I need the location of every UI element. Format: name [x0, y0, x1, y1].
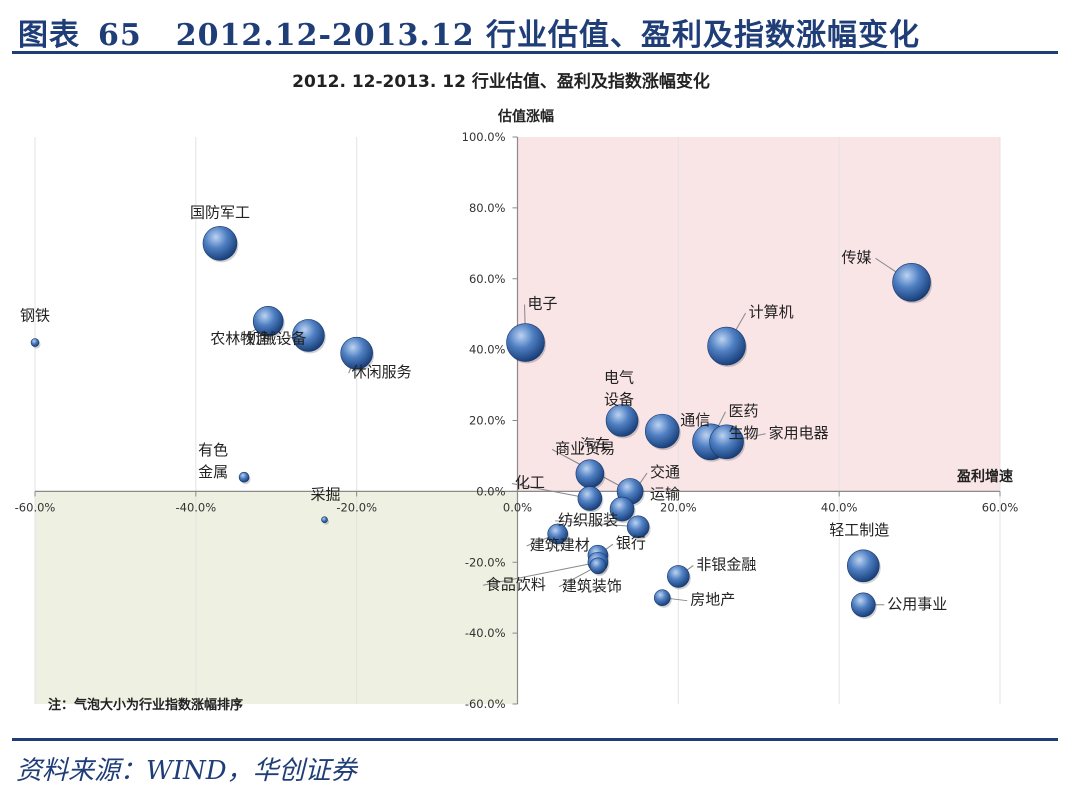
bubble	[609, 496, 635, 522]
bubble-label: 商业贸易	[555, 439, 615, 457]
bubble-label: 化工	[515, 473, 545, 491]
bubble-label: 有色金属	[198, 441, 228, 481]
positive-quadrant-area	[517, 137, 1000, 492]
bubble	[506, 323, 545, 362]
y-tick-labels: 100.0% 80.0% 60.0% 40.0% 20.0% 0.0% -20.0% -40.…	[462, 130, 518, 711]
x-tick-label: -20.0%	[336, 500, 377, 514]
bubble-label: 食品饮料	[486, 575, 546, 593]
bubble-label: 农林牧渔	[210, 329, 270, 347]
y-tick-label: 80.0%	[469, 201, 506, 215]
bubble	[589, 557, 607, 575]
y-tick-label: 0.0%	[476, 484, 505, 498]
negative-quadrant-area	[35, 491, 518, 704]
bubble	[252, 305, 284, 337]
bubble-label: 房地产	[690, 591, 735, 609]
bubble	[626, 515, 650, 539]
bubble-label: 交通运输	[650, 463, 680, 503]
bubble-label: 建筑装饰	[562, 577, 622, 595]
bubble	[340, 336, 373, 370]
chart-title: 2012. 12-2013. 12 行业估值、盈利及指数涨幅变化	[292, 71, 710, 92]
bubble-label: 计算机	[749, 303, 794, 321]
bubbles	[30, 226, 933, 619]
bubble-label: 汽车	[580, 436, 610, 454]
bubble	[707, 326, 746, 366]
bubble	[653, 589, 671, 606]
y-tick-label: -40.0%	[465, 626, 506, 640]
y-tick-label: 40.0%	[469, 343, 506, 357]
x-tick-label: -60.0%	[15, 500, 56, 514]
x-tick-label: 40.0%	[821, 500, 858, 514]
y-tick-label: 100.0%	[462, 130, 506, 144]
bubble-label: 轻工制造	[829, 521, 889, 539]
chart-note: 注：气泡大小为行业指数涨幅排序	[48, 697, 243, 713]
bubble-label: 电子	[528, 295, 558, 313]
bubble-label: 休闲服务	[352, 363, 412, 381]
bubble-label: 建筑建材	[530, 536, 590, 554]
bubble	[575, 459, 605, 488]
bubble	[644, 413, 680, 449]
x-tick-label: 60.0%	[982, 500, 1019, 514]
leader-line	[482, 561, 599, 586]
figure-header: 图表 65 2012.12-2013.12 行业估值、盈利及指数涨幅变化	[12, 6, 1058, 53]
bubble-label: 采掘	[311, 486, 341, 504]
y-tick-label: -20.0%	[465, 555, 506, 569]
x-tick-label: 20.0%	[660, 500, 697, 514]
bubble	[605, 404, 639, 437]
y-tick-label: 20.0%	[469, 414, 506, 428]
bubble	[577, 486, 603, 511]
figure-title-text: 2012.12-2013.12 行业估值、盈利及指数涨幅变化	[175, 18, 921, 53]
x-tick-label: 0.0%	[503, 500, 532, 514]
bubble	[202, 226, 238, 261]
bubble-label: 纺织服装	[558, 511, 618, 529]
bubble	[850, 592, 876, 618]
bubble-label: 机械设备	[246, 329, 306, 347]
leader-line	[511, 482, 590, 499]
x-tick-labels: -60.0% -40.0% -20.0% 0.0% 20.0% 40.0% 60.0%	[15, 491, 1019, 514]
bubble-label: 电气设备	[604, 369, 634, 409]
bubble-label: 家用电器	[769, 424, 829, 442]
bubble-label: 公用事业	[887, 595, 947, 613]
bubble-label: 银行	[616, 534, 646, 552]
bubble	[667, 565, 690, 588]
bubble	[846, 549, 880, 583]
figure-title: 图表 65 2012.12-2013.12 行业估值、盈利及指数涨幅变化	[18, 10, 920, 54]
figure-label: 图表	[18, 18, 80, 53]
bubble	[321, 516, 328, 524]
y-tick-label: -60.0%	[465, 697, 506, 711]
source-note: 资料来源：WIND，华创证券	[16, 756, 357, 786]
leader-line	[555, 520, 639, 528]
bubble-label: 钢铁	[20, 307, 50, 325]
bubble-label: 传媒	[842, 248, 872, 266]
x-tick-label: -40.0%	[175, 500, 216, 514]
bubble-label: 医药生物	[729, 402, 759, 442]
y-axis-label: 估值涨幅	[497, 108, 554, 125]
header-rule	[12, 51, 1058, 54]
bubble	[292, 319, 325, 352]
footer-rule	[12, 738, 1058, 741]
x-axis-label: 盈利增速	[956, 468, 1013, 485]
bubble-label: 通信	[680, 411, 710, 429]
bubble-chart: -60.0% -40.0% -20.0% 0.0% 20.0% 40.0% 60.0% 10…	[15, 71, 1019, 713]
bubble	[238, 471, 250, 483]
figure-number: 65	[98, 18, 142, 53]
bubble	[547, 523, 569, 545]
bubble	[892, 262, 931, 302]
bubble	[709, 424, 744, 460]
bubble-label: 非银金融	[696, 555, 756, 573]
bubble-label: 国防军工	[190, 203, 250, 221]
bubble	[30, 338, 40, 347]
y-tick-label: 60.0%	[469, 272, 506, 286]
